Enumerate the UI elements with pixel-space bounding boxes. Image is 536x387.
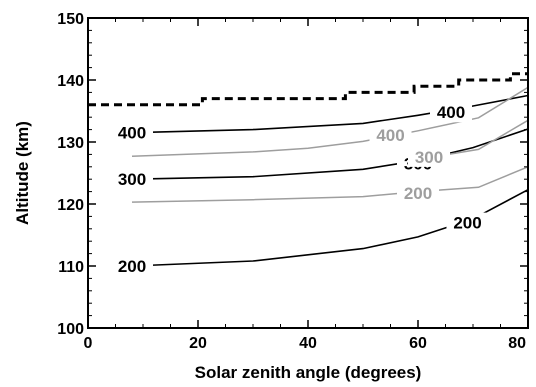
y-axis-label: Altitude (km) — [13, 121, 32, 225]
y-tick-label: 100 — [57, 321, 84, 338]
x-axis-label: Solar zenith angle (degrees) — [195, 363, 422, 382]
x-tick-label: 0 — [84, 335, 93, 352]
contour-label-background — [397, 182, 439, 203]
contour-label-black-400: 400 — [118, 124, 146, 143]
contour-label-background — [111, 256, 153, 276]
contour-label-background — [111, 169, 153, 190]
y-tick-label: 130 — [57, 135, 84, 152]
contour-labels: 400300200400300200400300200 — [111, 102, 489, 276]
plot-lines — [88, 72, 529, 267]
y-tick-label: 110 — [58, 259, 84, 276]
contour-label-black-300: 300 — [118, 170, 146, 189]
contour-label-background — [111, 122, 153, 143]
dashed-boundary-line — [88, 72, 528, 107]
y-tick-label: 150 — [57, 11, 84, 28]
contour-label-black-200: 200 — [118, 257, 146, 276]
contour-label-background — [408, 146, 450, 167]
contour-line-gray-400 — [131, 86, 529, 158]
contour-label-background — [446, 212, 489, 233]
y-tick-label: 120 — [57, 197, 84, 214]
contour-label-gray-200: 200 — [404, 184, 432, 203]
x-tick-label: 40 — [299, 335, 317, 352]
contour-label-black-400: 400 — [437, 103, 465, 122]
x-tick-label: 20 — [189, 335, 207, 352]
contour-label-black-200: 200 — [453, 214, 481, 233]
contour-label-gray-400: 400 — [376, 126, 404, 145]
x-tick-label: 60 — [409, 335, 427, 352]
contour-label-gray-300: 300 — [415, 148, 443, 167]
contour-line-gray-300 — [131, 166, 529, 203]
contour-line-black-300 — [131, 128, 529, 180]
y-tick-label: 140 — [57, 73, 84, 90]
axis-ticks: 0 20 40 60 80 100 110 120 130 140 150 — [57, 11, 529, 352]
x-tick-label: 80 — [508, 335, 526, 352]
contour-line-black-400 — [131, 94, 529, 134]
contour-label-background — [430, 102, 472, 123]
contour-label-background — [369, 125, 412, 146]
